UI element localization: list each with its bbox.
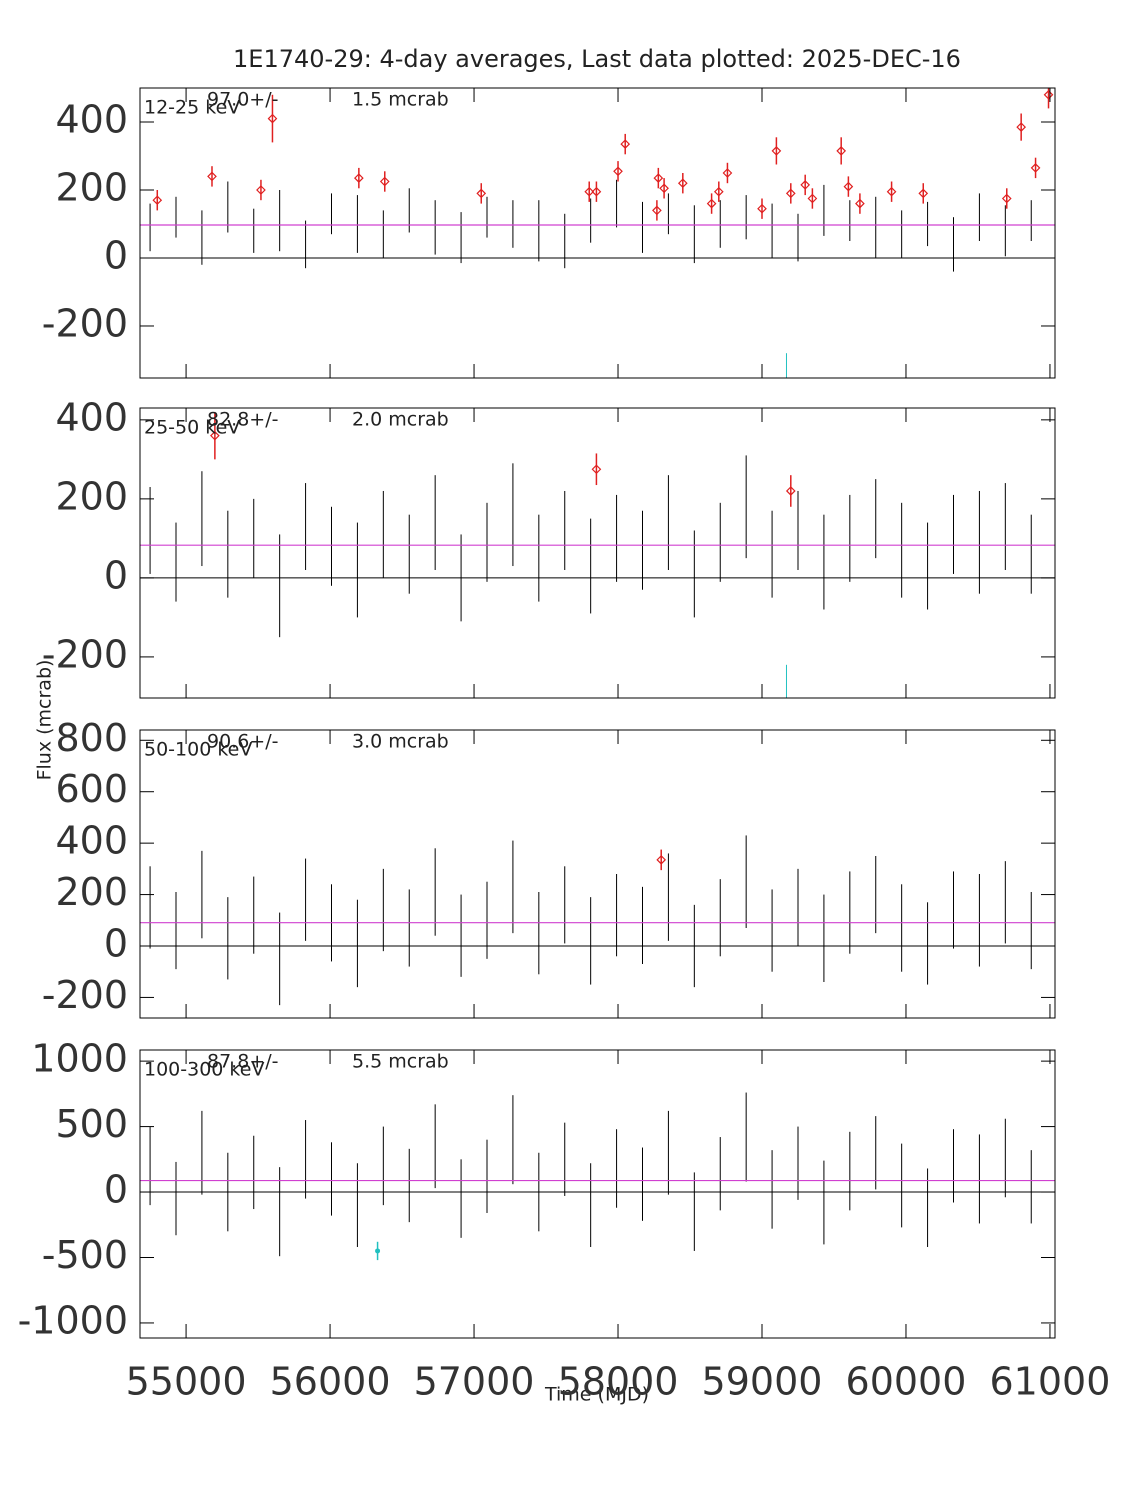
y-tick-label: 1000 [31,1037,128,1081]
band-label: 25-50 keV [144,417,240,439]
y-tick-label: 400 [55,97,128,141]
y-axis-label: Flux (mcrab) [34,660,56,781]
plot-frame [139,1049,1056,1339]
point [476,188,487,199]
error-label: 1.5 mcrab [352,89,449,111]
y-tick-label: 0 [104,922,128,966]
y-tick-label: 0 [104,553,128,597]
point [757,203,767,214]
point [267,113,278,124]
plot-frame [139,407,1056,699]
point [613,166,623,177]
y-tick-label: 200 [55,165,128,209]
error-label: 5.5 mcrab [352,1051,449,1073]
y-tick-label: 200 [55,474,128,518]
y-tick-label: -200 [42,301,128,345]
plot-frame [139,87,1056,379]
point [836,146,847,156]
y-tick-label: -200 [42,973,128,1017]
point [843,181,854,192]
mean-label: 90.6+/- [207,731,278,753]
point [706,198,717,209]
point [800,180,811,190]
point [855,198,865,209]
point [785,188,796,199]
x-tick-label: 57000 [414,1360,535,1404]
point [379,176,390,187]
point [713,186,724,197]
x-tick-label: 58000 [558,1360,679,1404]
point [207,171,217,182]
point [256,185,266,195]
band-label: 12-25 keV [144,97,240,119]
mean-label: 87.8+/- [207,1051,278,1073]
x-tick-label: 61000 [990,1360,1111,1404]
point [152,195,163,206]
point [656,855,667,865]
band-label: 50-100 keV [144,739,252,761]
plot-frame [139,729,1056,1019]
x-tick-label: 56000 [270,1360,391,1404]
x-axis-label: Time (MJD) [544,1384,649,1406]
mean-label: 82.8+/- [207,409,278,431]
point [886,186,897,197]
y-tick-label: 800 [55,716,128,760]
y-tick-label: 400 [55,819,128,863]
point [659,183,669,194]
x-tick-label: 59000 [702,1360,823,1404]
point [722,168,733,178]
point [652,205,662,216]
point [771,146,782,156]
point [591,186,602,197]
point [807,193,818,204]
chart-title: 1E1740-29: 4-day averages, Last data plo… [233,45,961,73]
y-tick-label: 0 [104,233,128,277]
y-tick-label: 600 [55,767,128,811]
point [210,430,220,441]
y-tick-label: 200 [55,870,128,914]
point [1043,89,1054,100]
band-label: 100-300 keV [144,1059,264,1081]
error-label: 2.0 mcrab [352,409,449,431]
y-tick-label: -500 [42,1233,128,1277]
point [785,486,796,496]
point [1001,193,1012,204]
y-tick-label: 0 [104,1168,128,1212]
y-tick-label: 500 [55,1102,128,1146]
point [584,186,595,197]
x-tick-label: 60000 [846,1360,967,1404]
mean-label: 97.0+/- [207,89,278,111]
y-tick-label: -200 [42,632,128,676]
x-tick-label: 55000 [126,1360,247,1404]
point [620,139,631,149]
point [591,464,602,475]
point [1016,122,1027,132]
point [653,173,664,183]
point [354,173,364,183]
point [375,1248,381,1254]
y-tick-label: 400 [55,395,128,439]
point [677,178,688,189]
point [1030,163,1041,173]
y-tick-label: -1000 [18,1298,128,1342]
point [918,188,929,199]
error-label: 3.0 mcrab [352,731,449,753]
